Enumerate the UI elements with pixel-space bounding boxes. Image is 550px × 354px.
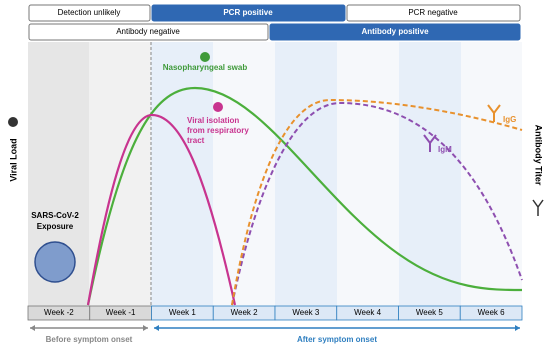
label: PCR positive <box>223 8 273 17</box>
week-label: Week 4 <box>354 308 382 317</box>
week-label: Week 6 <box>478 308 506 317</box>
phase-label: After symptom onset <box>297 335 377 344</box>
week-label: Week -2 <box>44 308 74 317</box>
virus-icon <box>8 117 18 127</box>
antibody-row: Antibody negative Antibody positive <box>28 23 521 41</box>
week-label: Week 1 <box>169 308 197 317</box>
detection-row: Detection unlikely PCR positive PCR nega… <box>28 4 521 22</box>
axis-title: Antibody Titer <box>534 125 544 186</box>
phase-label: Before symptom onset <box>46 335 133 344</box>
viral-isolation-curve <box>86 113 237 306</box>
week-label: Week -1 <box>106 308 136 317</box>
label: Antibody negative <box>116 27 180 36</box>
exposure-label: Exposure <box>37 222 74 231</box>
curve-label: Viral isolation <box>187 116 239 125</box>
curve-label: tract <box>187 136 205 145</box>
bg-week <box>89 42 151 306</box>
virus-icon <box>200 52 210 62</box>
bg-week <box>337 42 399 306</box>
bg-week <box>213 42 275 306</box>
igm-curve <box>231 101 523 306</box>
bg-week <box>461 42 522 306</box>
virus-particle <box>34 241 76 283</box>
curve-label: IgG <box>503 115 516 124</box>
curve-label: Nasopharyngeal swab <box>163 63 248 72</box>
axis-title: Viral Load <box>8 138 18 181</box>
bg-week <box>151 42 213 306</box>
exposure-label: SARS-CoV-2 <box>31 211 79 220</box>
week-label: Week 5 <box>416 308 444 317</box>
antibody-icon <box>487 104 501 122</box>
antibody-icon <box>532 199 544 216</box>
curve-label: from respiratory <box>187 126 249 135</box>
week-label: Week 2 <box>231 308 259 317</box>
week-bar: Week -2 Week -1 Week 1 Week 2 Week 3 Week 4 We… <box>27 305 523 321</box>
label: PCR negative <box>408 8 458 17</box>
nasopharyngeal-curve <box>86 86 523 306</box>
virus-icon <box>213 102 223 112</box>
bg-week <box>399 42 461 306</box>
label: Antibody positive <box>361 27 429 36</box>
curve-label: IgM <box>438 145 452 154</box>
bg-week <box>275 42 337 306</box>
label: Detection unlikely <box>58 8 121 17</box>
antibody-icon <box>423 134 437 152</box>
week-cell <box>459 305 523 321</box>
week-label: Week 3 <box>292 308 320 317</box>
